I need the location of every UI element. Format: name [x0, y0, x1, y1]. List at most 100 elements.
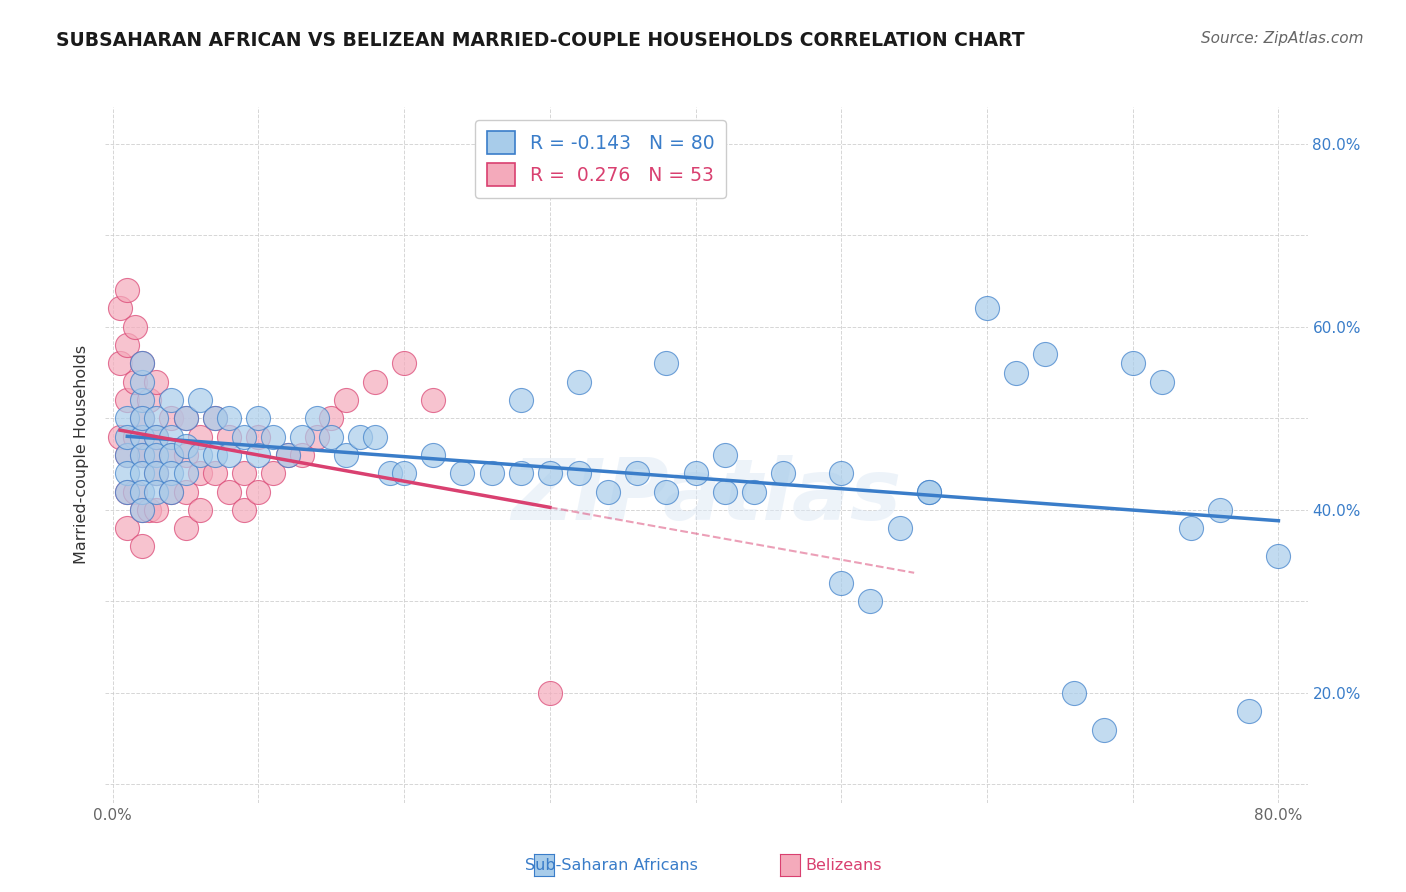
- Point: [124, 375, 146, 389]
- Point: [117, 484, 139, 499]
- Point: [218, 448, 240, 462]
- Point: [145, 484, 167, 499]
- Text: Source: ZipAtlas.com: Source: ZipAtlas.com: [1201, 31, 1364, 46]
- Point: [131, 540, 153, 554]
- Point: [247, 448, 270, 462]
- Point: [108, 356, 131, 370]
- Point: [1033, 347, 1056, 361]
- Point: [131, 356, 153, 370]
- Point: [218, 484, 240, 499]
- Point: [538, 686, 561, 700]
- Point: [117, 392, 139, 407]
- Point: [481, 467, 503, 481]
- Point: [117, 338, 139, 352]
- Point: [131, 503, 153, 517]
- Point: [174, 439, 197, 453]
- Point: [145, 411, 167, 425]
- Point: [131, 411, 153, 425]
- Point: [131, 356, 153, 370]
- Point: [232, 429, 254, 443]
- Point: [174, 411, 197, 425]
- Point: [859, 594, 882, 608]
- Point: [918, 484, 941, 499]
- Point: [378, 467, 401, 481]
- Point: [204, 411, 226, 425]
- Point: [422, 392, 444, 407]
- Point: [117, 448, 139, 462]
- Point: [160, 484, 183, 499]
- Point: [145, 429, 167, 443]
- Point: [131, 375, 153, 389]
- Point: [160, 392, 183, 407]
- Point: [247, 484, 270, 499]
- Point: [772, 467, 794, 481]
- Point: [145, 467, 167, 481]
- Point: [349, 429, 371, 443]
- Point: [1005, 366, 1028, 380]
- Point: [218, 411, 240, 425]
- Text: SUBSAHARAN AFRICAN VS BELIZEAN MARRIED-COUPLE HOUSEHOLDS CORRELATION CHART: SUBSAHARAN AFRICAN VS BELIZEAN MARRIED-C…: [56, 31, 1025, 50]
- Point: [160, 429, 183, 443]
- Y-axis label: Married-couple Households: Married-couple Households: [75, 345, 90, 565]
- Point: [131, 503, 153, 517]
- Legend: R = -0.143   N = 80, R =  0.276   N = 53: R = -0.143 N = 80, R = 0.276 N = 53: [475, 120, 725, 197]
- Point: [174, 467, 197, 481]
- Point: [124, 484, 146, 499]
- Point: [830, 576, 852, 591]
- Point: [174, 484, 197, 499]
- Point: [1239, 704, 1261, 718]
- Point: [655, 484, 678, 499]
- Point: [1150, 375, 1173, 389]
- Point: [364, 375, 387, 389]
- Point: [1209, 503, 1232, 517]
- Point: [138, 448, 160, 462]
- Point: [160, 448, 183, 462]
- Point: [335, 448, 357, 462]
- Point: [364, 429, 387, 443]
- Point: [204, 448, 226, 462]
- Point: [262, 467, 284, 481]
- Point: [655, 356, 678, 370]
- Point: [291, 429, 314, 443]
- Point: [262, 429, 284, 443]
- Point: [247, 429, 270, 443]
- Point: [232, 503, 254, 517]
- Point: [830, 467, 852, 481]
- Point: [321, 429, 343, 443]
- Point: [174, 521, 197, 535]
- Point: [117, 283, 139, 297]
- Point: [188, 429, 211, 443]
- Point: [117, 411, 139, 425]
- Point: [277, 448, 299, 462]
- Point: [1092, 723, 1115, 737]
- Point: [131, 429, 153, 443]
- Point: [160, 411, 183, 425]
- Point: [188, 467, 211, 481]
- Point: [742, 484, 765, 499]
- Point: [174, 448, 197, 462]
- Point: [108, 301, 131, 316]
- Point: [232, 467, 254, 481]
- Point: [117, 484, 139, 499]
- Point: [713, 484, 735, 499]
- Point: [145, 375, 167, 389]
- Point: [685, 467, 707, 481]
- Point: [124, 429, 146, 443]
- Point: [538, 467, 561, 481]
- Point: [1180, 521, 1202, 535]
- Point: [918, 484, 941, 499]
- Point: [247, 411, 270, 425]
- Point: [392, 467, 415, 481]
- Point: [174, 411, 197, 425]
- Text: Belizeans: Belizeans: [806, 858, 882, 872]
- Point: [1063, 686, 1085, 700]
- Point: [131, 484, 153, 499]
- Point: [131, 467, 153, 481]
- Point: [131, 411, 153, 425]
- Point: [976, 301, 998, 316]
- Point: [145, 429, 167, 443]
- Point: [188, 503, 211, 517]
- Point: [1122, 356, 1144, 370]
- Point: [568, 375, 591, 389]
- Point: [291, 448, 314, 462]
